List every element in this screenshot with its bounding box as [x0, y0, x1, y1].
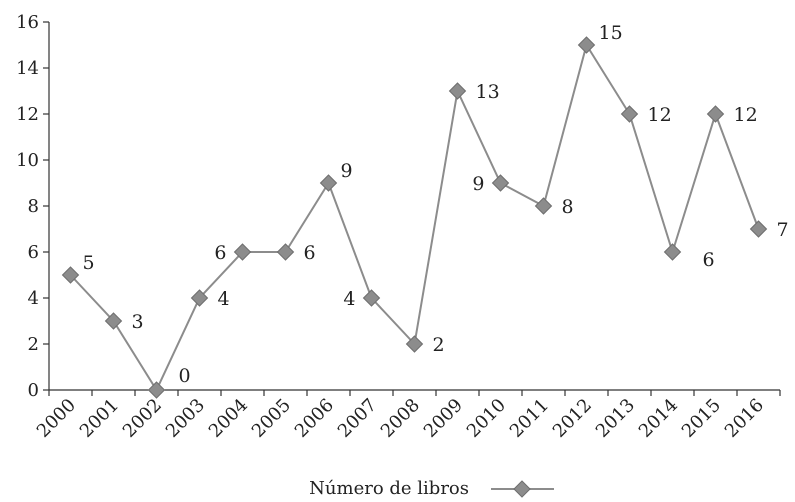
- data-point-marker: [448, 82, 467, 100]
- data-point-marker: [61, 266, 80, 284]
- data-label: 12: [648, 104, 672, 126]
- data-point-marker: [491, 174, 510, 192]
- data-label: 4: [343, 288, 355, 310]
- data-markers: [61, 36, 768, 399]
- data-point-marker: [147, 381, 166, 399]
- x-tick-label: 2007: [334, 395, 381, 442]
- y-tick-label: 12: [16, 104, 39, 125]
- y-tick-label: 14: [16, 58, 39, 79]
- data-label: 6: [214, 242, 226, 264]
- data-point-marker: [233, 243, 252, 261]
- data-label: 6: [703, 249, 715, 271]
- x-tick-label: 2015: [678, 395, 725, 442]
- x-tick-label: 2010: [463, 395, 510, 442]
- data-label: 7: [777, 219, 789, 241]
- x-tick-labels: 2000200120022003200420052006200720082009…: [33, 395, 768, 442]
- axes: [43, 21, 781, 396]
- data-point-marker: [190, 289, 209, 307]
- y-tick-label: 4: [28, 288, 39, 309]
- data-point-marker: [276, 243, 295, 261]
- x-tick-label: 2013: [592, 395, 639, 442]
- data-point-marker: [104, 312, 123, 330]
- x-tick-label: 2003: [162, 395, 209, 442]
- data-label: 6: [304, 242, 316, 264]
- x-tick-label: 2006: [291, 395, 338, 442]
- y-tick-label: 2: [28, 334, 39, 355]
- y-tick-label: 8: [28, 196, 39, 217]
- x-tick-label: 2016: [721, 395, 768, 442]
- data-point-marker: [663, 243, 682, 261]
- data-label: 5: [83, 252, 95, 274]
- data-point-marker: [749, 220, 768, 238]
- data-point-marker: [362, 289, 381, 307]
- y-tick-label: 0: [28, 380, 39, 401]
- x-tick-label: 2002: [119, 395, 166, 442]
- x-tick-label: 2014: [635, 395, 682, 442]
- data-label: 8: [562, 196, 574, 218]
- data-point-marker: [319, 174, 338, 192]
- data-point-marker: [577, 36, 596, 54]
- x-tick-label: 2004: [205, 395, 252, 442]
- x-tick-label: 2009: [420, 395, 467, 442]
- legend-label: Número de libros: [309, 478, 469, 499]
- data-point-marker: [405, 335, 424, 353]
- x-tick-label: 2011: [506, 395, 553, 442]
- x-tick-label: 2000: [33, 395, 80, 442]
- legend-diamond-icon: [513, 480, 531, 498]
- x-tick-label: 2005: [248, 395, 295, 442]
- data-labels: 5 3 0 4 6 6 9 4 2 13 9 8 15 12 6 12 7: [83, 22, 789, 387]
- data-point-marker: [534, 197, 553, 215]
- data-label: 9: [472, 173, 484, 195]
- y-tick-label: 10: [16, 150, 39, 171]
- x-tick-label: 2012: [549, 395, 596, 442]
- data-label: 2: [433, 334, 445, 356]
- y-tick-label: 6: [28, 242, 39, 263]
- y-tick-labels: 0 2 4 6 8 10 12 14 16: [16, 12, 39, 401]
- data-label: 12: [734, 104, 758, 126]
- data-label: 3: [132, 311, 144, 333]
- legend: Número de libros: [309, 478, 554, 499]
- x-tick-label: 2008: [377, 395, 424, 442]
- data-point-marker: [620, 105, 639, 123]
- y-tick-label: 16: [16, 12, 39, 33]
- data-label: 0: [179, 365, 191, 387]
- x-tick-label: 2001: [76, 395, 123, 442]
- data-point-marker: [706, 105, 725, 123]
- data-label: 13: [476, 81, 500, 103]
- data-label: 4: [218, 288, 230, 310]
- data-label: 15: [599, 22, 623, 44]
- data-label: 9: [341, 160, 353, 182]
